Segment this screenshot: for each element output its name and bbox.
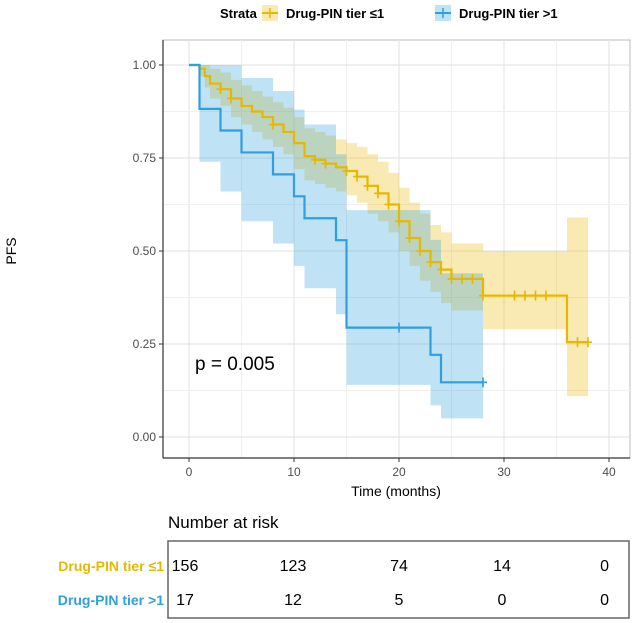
- risk-table-title: Number at risk: [168, 513, 279, 532]
- x-axis-label: Time (months): [351, 483, 441, 499]
- risk-count: 74: [390, 558, 408, 575]
- y-axis-label: PFS: [3, 237, 19, 264]
- survival-curves: [189, 63, 592, 388]
- censor-mark: [479, 377, 487, 388]
- censor-mark: [584, 337, 592, 348]
- censor-mark: [321, 158, 330, 169]
- legend-label: Drug-PIN tier >1: [459, 6, 558, 21]
- censor-mark: [405, 232, 414, 243]
- censor-mark: [353, 171, 361, 182]
- censor-mark: [426, 257, 435, 268]
- survival-curve-2: [189, 63, 483, 384]
- confidence-band-1: [189, 65, 588, 397]
- risk-count: 0: [498, 592, 507, 609]
- x-tick-label: 40: [602, 465, 616, 479]
- censor-mark: [542, 290, 550, 301]
- risk-row-label: Drug-PIN tier >1: [58, 592, 164, 608]
- p-value-annotation: p = 0.005: [195, 354, 275, 375]
- censor-mark: [311, 154, 319, 165]
- axes: 0 10 20 30 40 0.00 0.25 0.50 0.75 1.00: [133, 40, 630, 479]
- censor-mark: [384, 199, 393, 210]
- legend-item-1: Drug-PIN tier ≤1: [262, 5, 384, 21]
- risk-count: 0: [600, 558, 609, 575]
- censor-mark: [510, 290, 519, 301]
- legend-label: Drug-PIN tier ≤1: [286, 6, 384, 21]
- censor-mark: [468, 273, 477, 284]
- censor-mark: [437, 264, 445, 275]
- censor-mark: [521, 290, 529, 301]
- x-tick-label: 20: [392, 465, 406, 479]
- censor-mark: [374, 188, 382, 199]
- risk-count: 12: [284, 592, 302, 609]
- censor-mark: [269, 119, 277, 130]
- risk-count: 123: [280, 558, 307, 575]
- censor-mark: [395, 322, 403, 333]
- censor-mark: [216, 84, 225, 95]
- x-tick-label: 30: [497, 465, 511, 479]
- censor-mark: [342, 166, 351, 177]
- legend-items: Drug-PIN tier ≤1 Drug-PIN tier >1: [262, 5, 558, 21]
- risk-table: Drug-PIN tier ≤1 156 123 74 14 0 Drug-PIN tier…: [58, 558, 609, 609]
- censor-mark: [531, 290, 540, 301]
- risk-count: 5: [395, 592, 404, 609]
- legend: Strata Drug-PIN tier ≤1 Drug-PIN tier >1: [220, 5, 558, 21]
- censor-mark: [447, 273, 456, 284]
- censor-mark: [458, 273, 466, 284]
- censor-mark: [227, 93, 235, 104]
- y-tick-label: 0.00: [133, 430, 157, 444]
- censor-mark: [573, 337, 582, 348]
- plot-panel: [162, 39, 631, 459]
- x-tick-label: 0: [186, 465, 193, 479]
- risk-count: 0: [600, 592, 609, 609]
- censor-mark: [395, 216, 403, 227]
- y-tick-label: 0.75: [133, 151, 157, 165]
- y-tick-label: 0.25: [133, 337, 157, 351]
- legend-title: Strata: [220, 6, 258, 21]
- y-tick-label: 0.50: [133, 244, 157, 258]
- censor-mark: [416, 246, 424, 256]
- risk-count: 14: [493, 558, 511, 575]
- risk-count: 156: [172, 558, 199, 575]
- x-tick-label: 10: [287, 465, 301, 479]
- y-tick-label: 1.00: [133, 58, 157, 72]
- risk-count: 17: [176, 592, 194, 609]
- risk-row-label: Drug-PIN tier ≤1: [58, 558, 164, 574]
- risk-table-box: [167, 540, 630, 619]
- censor-mark: [363, 180, 372, 191]
- legend-item-2: Drug-PIN tier >1: [435, 5, 558, 21]
- censor-mark: [479, 290, 487, 301]
